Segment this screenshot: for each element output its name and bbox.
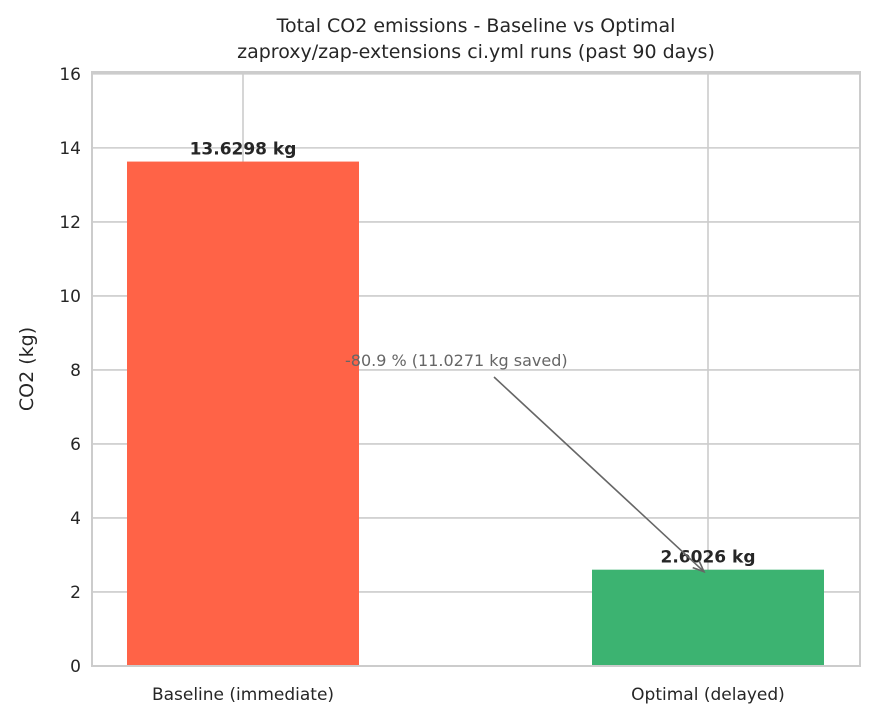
chart-title-line-1: Total CO2 emissions - Baseline vs Optima… (276, 15, 676, 37)
annotation-arrow (493, 376, 705, 573)
annotation: -80.9 % (11.0271 kg saved) (345, 351, 706, 574)
bars (127, 161, 824, 667)
x-tick-label: Baseline (immediate) (152, 685, 334, 705)
data-label: 2.6026 kg (661, 548, 756, 568)
chart-title-line-2: zaproxy/zap-extensions ci.yml runs (past… (237, 41, 715, 63)
x-tick-labels: Baseline (immediate) Optimal (delayed) (152, 685, 785, 705)
y-tick-label: 14 (59, 139, 81, 159)
y-tick-labels: 0 2 4 6 8 10 12 14 16 (59, 65, 81, 677)
plot-frame (91, 71, 861, 667)
y-tick-label: 10 (59, 287, 81, 307)
y-tick-label: 6 (70, 435, 81, 455)
y-tick-label: 8 (70, 361, 81, 381)
x-tick-label: Optimal (delayed) (631, 685, 785, 705)
y-tick-label: 0 (70, 657, 81, 677)
annotation-text: -80.9 % (11.0271 kg saved) (345, 351, 568, 370)
y-tick-label: 4 (70, 509, 81, 529)
data-label: 13.6298 kg (190, 140, 297, 160)
arrowhead-icon (692, 560, 706, 574)
bar-optimal (592, 569, 824, 666)
y-tick-label: 12 (59, 213, 81, 233)
y-tick-label: 16 (59, 65, 81, 85)
bar-baseline (127, 161, 359, 667)
y-tick-label: 2 (70, 583, 81, 603)
y-axis-label: CO2 (kg) (16, 327, 38, 411)
